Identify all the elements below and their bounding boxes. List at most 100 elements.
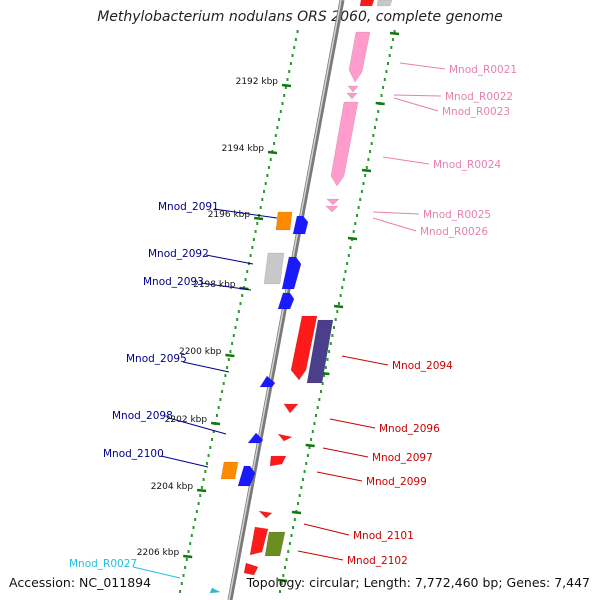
track-dot (313, 422, 316, 425)
right-track-dots (279, 30, 396, 593)
track-dot (187, 550, 190, 553)
track-dot (297, 502, 299, 505)
track-dot (284, 566, 286, 569)
track-dot (229, 350, 232, 353)
track-dot (273, 142, 276, 145)
track-dot (252, 238, 255, 241)
label-leader-line (393, 94, 442, 97)
track-dot (347, 254, 350, 257)
gene-label: Mnod_2098 (112, 410, 173, 422)
track-dot (392, 38, 394, 41)
scale-tick-mark (389, 31, 400, 36)
track-dot (227, 358, 230, 361)
track-dot (388, 54, 391, 57)
track-dot (324, 366, 327, 369)
gene-arrow-2097 (277, 433, 293, 442)
track-dot (354, 222, 357, 225)
gene-arrow-2102 (249, 526, 269, 556)
track-dot (294, 38, 297, 41)
track-dot (364, 174, 367, 177)
track-dot (298, 494, 301, 497)
track-dot (377, 110, 380, 113)
track-dot (320, 390, 322, 393)
track-dot (390, 46, 393, 49)
track-dot (300, 486, 303, 489)
gene-label: Mnod_2102 (347, 555, 408, 567)
track-dot (254, 230, 257, 233)
track-dot (293, 518, 296, 521)
track-dot (323, 374, 326, 377)
scale-tick-mark (333, 304, 344, 309)
track-dot (344, 270, 347, 273)
scale-tick-label: 2192 kbp (236, 77, 279, 87)
gene-label: Mnod_2091 (158, 201, 219, 213)
track-dot (219, 398, 222, 401)
label-leader-line (213, 208, 278, 219)
accession-text: Accession: NC_011894 (9, 575, 152, 590)
gene-arrow-2101 (258, 510, 273, 519)
scale-tick-label: 2196 kbp (208, 210, 251, 220)
gene-label: Mnod_2092 (148, 248, 209, 260)
scale-tick-mark (225, 353, 235, 358)
track-dot (194, 518, 197, 521)
gene-block-gray-2092 (263, 252, 285, 285)
track-dot (370, 142, 373, 145)
track-dot (315, 414, 317, 417)
track-dot (321, 382, 324, 385)
track-dot (331, 334, 334, 337)
track-dot (362, 182, 365, 185)
rna-feature-r0025 (326, 198, 340, 206)
track-dot (336, 310, 339, 313)
track-dot (278, 118, 281, 121)
label-leader-line (372, 217, 417, 232)
track-dot (202, 478, 205, 481)
gene-label: Mnod_R0021 (449, 64, 517, 76)
track-dot (288, 542, 291, 545)
track-dot (290, 534, 293, 537)
map-title: Methylobacterium nodulans ORS 2060, comp… (97, 9, 503, 25)
gene-arrow-2098 (247, 432, 264, 444)
track-dot (192, 526, 195, 529)
label-leader-line (393, 97, 439, 112)
track-dot (342, 278, 345, 281)
gene-arrow-2096 (283, 403, 299, 414)
track-dot (266, 174, 269, 177)
scale-tick-mark (347, 236, 358, 241)
track-dot (383, 78, 386, 81)
label-leader-line (329, 418, 376, 429)
track-dot (308, 446, 311, 449)
track-dot (311, 430, 314, 433)
track-dot (293, 46, 296, 49)
label-leader-line (399, 62, 446, 70)
track-dot (279, 110, 282, 113)
track-dot (380, 94, 383, 97)
track-dot (360, 190, 363, 193)
scale-tick-label: 2200 kbp (179, 347, 222, 357)
gene-arrow-2093 (277, 292, 295, 310)
track-dot (291, 54, 294, 57)
track-dot (285, 558, 288, 561)
track-dot (334, 318, 337, 321)
track-dot (274, 134, 277, 137)
gene-labels: Mnod_R0021 Mnod_R0022 Mnod_R0023 Mnod_R0024… (69, 62, 517, 579)
rna-feature-r0023 (346, 92, 358, 100)
track-dot (352, 230, 355, 233)
track-dot (256, 222, 259, 225)
gene-arrow-2099 (269, 455, 287, 467)
gene-label: Mnod_2100 (103, 448, 164, 460)
scale-tick-mark (305, 443, 315, 448)
track-dot (282, 574, 285, 577)
gene-block-orange-2100 (220, 461, 239, 480)
scale-tick-label: 2204 kbp (151, 482, 194, 492)
track-dot (246, 270, 249, 273)
track-dot (237, 310, 240, 313)
gene-features (209, 0, 393, 594)
track-dot (326, 358, 329, 361)
gene-label: Mnod_2094 (392, 360, 453, 372)
gene-arrow-2095 (259, 375, 276, 388)
track-dot (359, 198, 362, 201)
gene-block-olive-2102 (264, 531, 286, 557)
track-dot (289, 62, 292, 65)
track-dot (264, 182, 267, 185)
